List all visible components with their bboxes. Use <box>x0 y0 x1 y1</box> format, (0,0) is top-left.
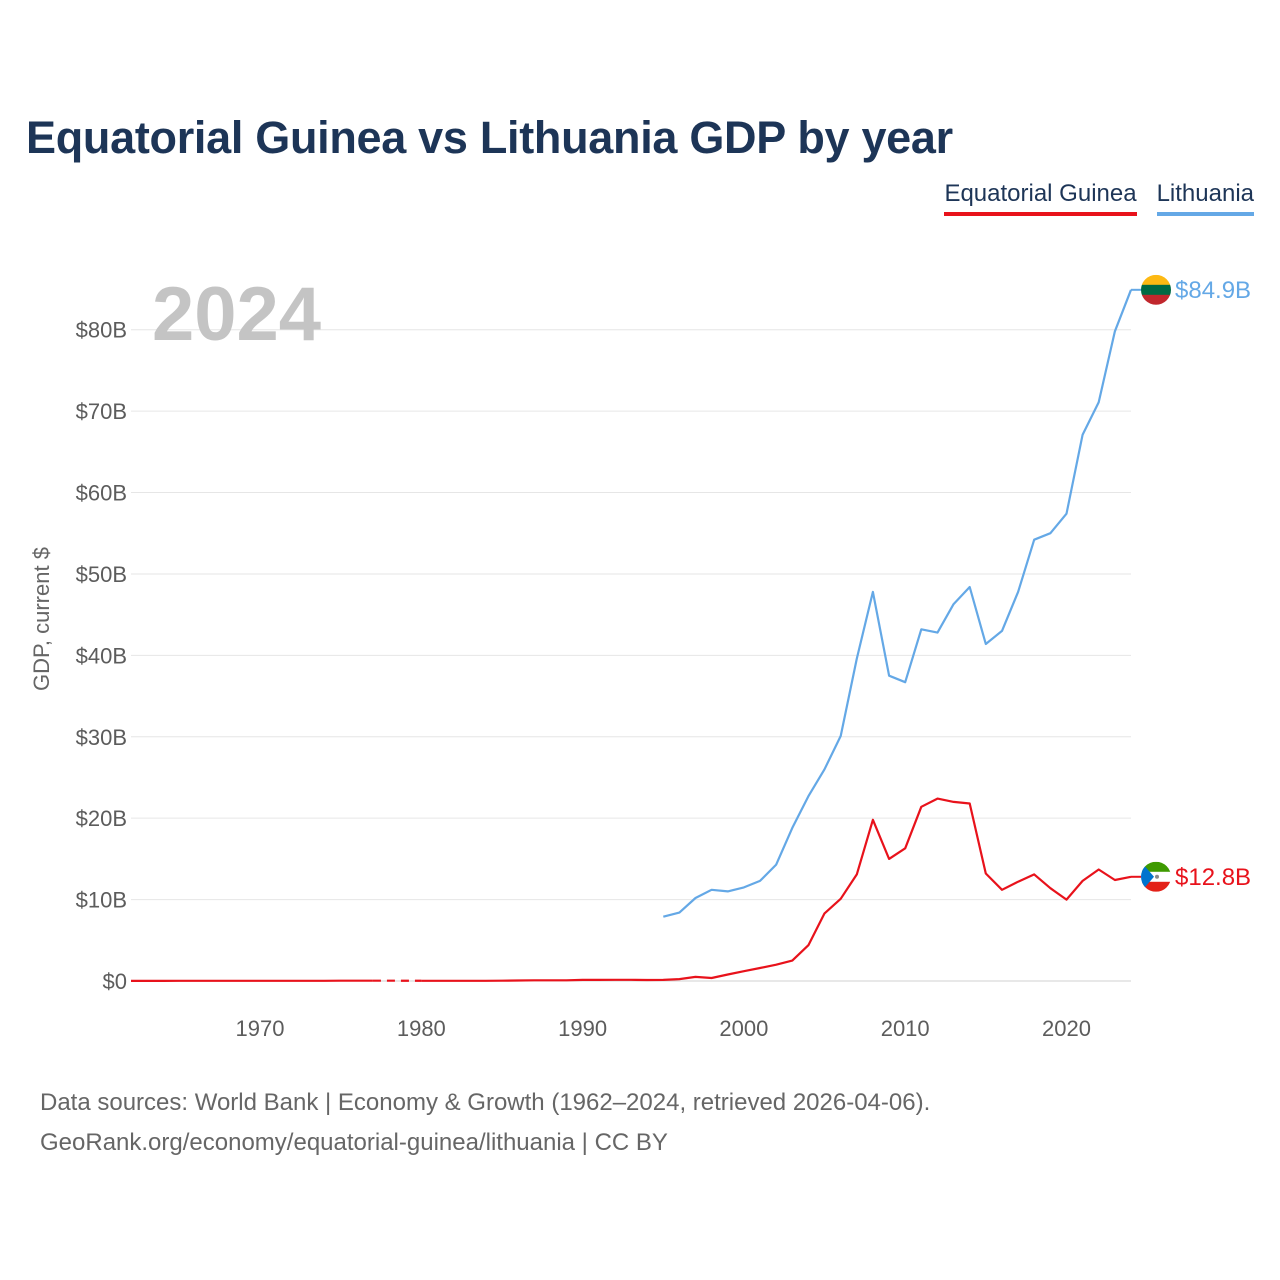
series-line-equatorial-guinea-after-gap[interactable] <box>421 797 1132 982</box>
y-axis: $0 $10B $20B $30B $40B $50B $60B $70B $80B <box>76 318 127 994</box>
equatorial-guinea-flag-icon <box>1141 861 1171 892</box>
y-tick-label: $10B <box>76 888 127 913</box>
legend-label-equatorial-guinea: Equatorial Guinea <box>944 180 1137 207</box>
y-tick-label: $60B <box>76 481 127 506</box>
y-tick-label: $30B <box>76 725 127 750</box>
x-tick-label: 2010 <box>881 1016 930 1041</box>
footer-attribution: GeoRank.org/economy/equatorial-guinea/li… <box>40 1129 668 1156</box>
y-tick-label: $0 <box>103 969 127 994</box>
end-value-label-equatorial-guinea: $12.8B <box>1175 864 1251 891</box>
x-tick-label: 2000 <box>719 1016 768 1041</box>
y-axis-title: GDP, current $ <box>29 547 54 691</box>
y-tick-label: $50B <box>76 562 127 587</box>
footer: Data sources: World Bank | Economy & Gro… <box>40 1083 930 1163</box>
lithuania-flag-icon <box>1141 274 1171 305</box>
current-year-label: 2024 <box>152 272 321 357</box>
x-tick-label: 1980 <box>397 1016 446 1041</box>
series-end-labels: $12.8B $84.9B <box>1175 277 1251 891</box>
y-tick-label: $40B <box>76 643 127 668</box>
series-flags <box>1131 274 1171 892</box>
x-axis: 1970 1980 1990 2000 2010 2020 <box>236 1016 1091 1041</box>
y-tick-label: $20B <box>76 806 127 831</box>
x-tick-label: 1990 <box>558 1016 607 1041</box>
footer-sources: Data sources: World Bank | Economy & Gro… <box>40 1089 931 1116</box>
y-tick-label: $70B <box>76 399 127 424</box>
x-tick-label: 1970 <box>236 1016 285 1041</box>
x-tick-label: 2020 <box>1042 1016 1091 1041</box>
legend-label-lithuania: Lithuania <box>1156 180 1254 207</box>
series-lines <box>131 289 1133 982</box>
legend-item-lithuania[interactable]: Lithuania <box>1156 180 1254 216</box>
chart-title: Equatorial Guinea vs Lithuania GDP by ye… <box>26 112 953 163</box>
legend: Equatorial Guinea Lithuania <box>944 180 1254 216</box>
legend-item-equatorial-guinea[interactable]: Equatorial Guinea <box>944 180 1137 216</box>
end-value-label-lithuania: $84.9B <box>1175 277 1251 304</box>
series-line-lithuania[interactable] <box>663 289 1133 918</box>
y-tick-label: $80B <box>76 318 127 343</box>
grid-lines <box>131 329 1131 982</box>
